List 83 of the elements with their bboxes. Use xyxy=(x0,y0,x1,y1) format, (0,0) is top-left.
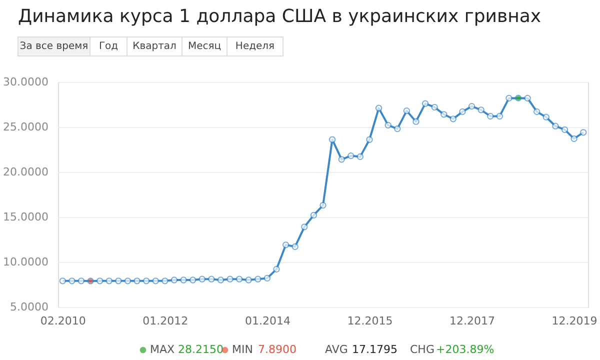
point xyxy=(208,276,215,282)
text: Неделя xyxy=(235,41,275,52)
y-tick-label: 5.0000 xyxy=(10,300,48,314)
point xyxy=(506,94,512,102)
point xyxy=(180,276,187,284)
point xyxy=(348,152,354,160)
text: 7.8900 xyxy=(258,343,296,356)
x-tick-label: 12.2019 xyxy=(552,314,598,328)
y-tick-label: 10.0000 xyxy=(3,256,48,268)
point xyxy=(189,276,196,284)
point xyxy=(310,212,318,219)
point xyxy=(375,104,382,112)
x-tick-label: 12.2017 xyxy=(450,314,496,328)
point xyxy=(59,278,66,284)
point xyxy=(422,100,429,107)
point xyxy=(124,278,132,284)
x-tick-label: 01.2014 xyxy=(244,314,290,328)
point xyxy=(440,111,448,118)
y-tick-label: 25.0000 xyxy=(3,120,48,134)
point xyxy=(431,104,438,111)
point xyxy=(301,224,308,230)
point xyxy=(580,129,587,136)
x-tick-label: 01.2012 xyxy=(142,314,188,328)
point xyxy=(217,276,224,284)
chart-title: Динамика курса 1 доллара США в украинских гривнах xyxy=(18,6,542,27)
point xyxy=(552,122,559,130)
point xyxy=(561,126,568,134)
point xyxy=(152,278,159,284)
text: Месяц xyxy=(188,41,222,52)
point xyxy=(412,118,420,125)
text: +203.89% xyxy=(436,343,494,356)
text: За все время xyxy=(20,41,88,52)
point xyxy=(403,107,410,114)
x-tick-label: 12.2015 xyxy=(347,314,393,328)
point xyxy=(162,278,168,284)
y-tick-label: 20.0000 xyxy=(3,166,48,178)
text: Год xyxy=(98,41,118,52)
point xyxy=(87,278,94,284)
point xyxy=(245,276,252,284)
point xyxy=(496,112,503,120)
point xyxy=(478,106,484,114)
point xyxy=(68,278,76,284)
point xyxy=(264,274,271,282)
point xyxy=(96,278,104,284)
text: MIN xyxy=(232,343,253,356)
point xyxy=(320,202,326,209)
point xyxy=(106,278,112,284)
point xyxy=(384,122,392,129)
point xyxy=(570,135,578,142)
point xyxy=(143,278,150,284)
y-tick-label: 15.0000 xyxy=(3,210,48,224)
point xyxy=(356,153,364,160)
x-tick-label: 02.2010 xyxy=(40,314,86,328)
point xyxy=(514,94,522,102)
point xyxy=(282,242,290,248)
point xyxy=(236,276,243,282)
point xyxy=(542,114,550,120)
point xyxy=(134,278,140,284)
point xyxy=(254,276,262,282)
point xyxy=(78,278,85,284)
y-tick-label: 30.0000 xyxy=(3,76,48,88)
point xyxy=(459,108,466,116)
point xyxy=(292,243,298,250)
point xyxy=(534,108,540,116)
text: 17.1795 xyxy=(352,343,398,356)
point xyxy=(524,94,531,102)
point xyxy=(338,156,345,163)
point xyxy=(487,112,494,120)
point xyxy=(328,136,336,143)
point xyxy=(115,278,122,284)
point xyxy=(366,136,373,143)
text: MAX xyxy=(150,343,176,356)
text: Квартал xyxy=(132,41,176,52)
point xyxy=(468,102,476,110)
point xyxy=(450,116,457,122)
point xyxy=(198,276,206,282)
point xyxy=(170,276,178,284)
point xyxy=(226,276,234,282)
point xyxy=(394,125,401,132)
text: 28.2150 xyxy=(178,343,224,356)
point xyxy=(273,266,280,273)
text: AVG xyxy=(325,343,348,356)
text: CHG xyxy=(410,343,434,356)
